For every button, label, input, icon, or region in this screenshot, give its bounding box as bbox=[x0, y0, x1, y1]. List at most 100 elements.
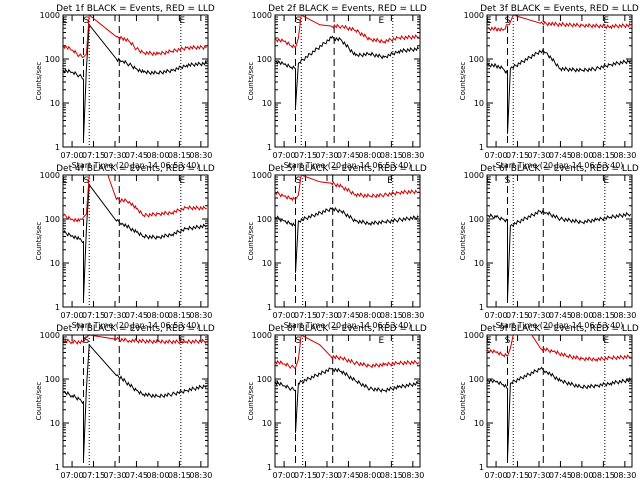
plot-frame bbox=[274, 334, 421, 468]
x-tick-label: 07:30 bbox=[527, 311, 550, 320]
marker-end: E bbox=[486, 176, 492, 186]
x-tick-label: 08:00 bbox=[570, 311, 593, 320]
x-tick-label: 07:30 bbox=[527, 151, 550, 160]
x-tick-label: 08:15 bbox=[592, 471, 615, 480]
x-tick-label: 07:15 bbox=[294, 151, 317, 160]
x-tick-label: 07:15 bbox=[506, 311, 529, 320]
plot-frame bbox=[62, 174, 209, 308]
y-tick-label: 1 bbox=[267, 143, 272, 152]
x-tick-label: 07:45 bbox=[125, 471, 148, 480]
x-tick-label: 07:30 bbox=[315, 151, 338, 160]
marker-start: S bbox=[505, 16, 511, 26]
x-tick-label: 08:00 bbox=[358, 151, 381, 160]
x-tick-label: 08:30 bbox=[189, 471, 212, 480]
x-tick-label: 07:00 bbox=[485, 311, 508, 320]
series-group bbox=[487, 335, 632, 460]
y-tick-label: 1000 bbox=[464, 11, 484, 20]
x-tick-label: 08:15 bbox=[168, 471, 191, 480]
series-line-lld-red bbox=[275, 335, 420, 369]
x-tick-label: 07:45 bbox=[125, 151, 148, 160]
x-tick-label: 07:45 bbox=[549, 311, 572, 320]
y-tick-label: 1000 bbox=[40, 11, 60, 20]
panel-det-1: Det 1f BLACK = Events, RED = LLD 1 10 100 10… bbox=[35, 4, 215, 170]
y-tick-label: 10 bbox=[262, 419, 272, 428]
y-tick-label: 1000 bbox=[252, 11, 272, 20]
y-axis-label: Counts/sec bbox=[247, 62, 255, 101]
y-tick-label: 1000 bbox=[464, 171, 484, 180]
y-tick-label: 1 bbox=[479, 143, 484, 152]
series-line-events-black bbox=[63, 183, 207, 300]
marker-end: E bbox=[486, 336, 492, 346]
x-tick-label: 07:00 bbox=[273, 311, 296, 320]
x-tick-label: 08:00 bbox=[146, 311, 169, 320]
y-tick-label: 1 bbox=[267, 463, 272, 472]
y-tick-label: 10 bbox=[262, 259, 272, 268]
series-group bbox=[275, 175, 419, 273]
x-tick-label: 07:15 bbox=[82, 151, 105, 160]
series-group bbox=[487, 15, 632, 134]
marker-start: S bbox=[296, 16, 302, 26]
x-tick-label: 08:15 bbox=[592, 151, 615, 160]
x-tick-label: 07:45 bbox=[337, 151, 360, 160]
marker-start: S bbox=[84, 16, 90, 26]
x-tick-label: 07:15 bbox=[506, 471, 529, 480]
y-tick-label: 1 bbox=[55, 143, 60, 152]
x-tick-label: 07:30 bbox=[315, 311, 338, 320]
panel-title: Det 5f BLACK = Events, RED = LLD bbox=[268, 164, 427, 174]
series-line-events-black bbox=[275, 367, 419, 433]
plot-frame bbox=[62, 14, 209, 148]
y-tick-label: 100 bbox=[257, 215, 272, 224]
y-axis-label: Counts/sec bbox=[35, 382, 43, 421]
panel-title: Det 6f BLACK = Events, RED = LLD bbox=[480, 164, 639, 174]
marker-end: E bbox=[62, 176, 68, 186]
panel-det-2: Det 2f BLACK = Events, RED = LLD 1 10 100 10… bbox=[247, 4, 427, 170]
panel-det-5: Det 5f BLACK = Events, RED = LLD 1 10 100 10… bbox=[247, 164, 427, 330]
x-tick-label: 07:30 bbox=[103, 311, 126, 320]
y-axis-label: Counts/sec bbox=[35, 222, 43, 261]
x-tick-label: 08:30 bbox=[613, 311, 636, 320]
series-line-events-black bbox=[487, 209, 632, 300]
y-tick-label: 1 bbox=[479, 303, 484, 312]
series-line-lld-red bbox=[275, 15, 419, 49]
panel-title: Det 3f BLACK = Events, RED = LLD bbox=[480, 4, 639, 14]
y-tick-label: 1000 bbox=[40, 171, 60, 180]
x-tick-label: 07:30 bbox=[527, 471, 550, 480]
panel-det-8: Det 8f BLACK = Events, RED = LLD 1 10 100 10… bbox=[247, 324, 427, 480]
plot-frame bbox=[274, 174, 421, 308]
x-tick-label: 08:00 bbox=[358, 311, 381, 320]
y-tick-label: 100 bbox=[469, 375, 484, 384]
marker-end: E bbox=[387, 176, 393, 186]
series-line-lld-red bbox=[275, 175, 419, 202]
x-tick-label: 08:15 bbox=[168, 311, 191, 320]
x-tick-label: 07:30 bbox=[315, 471, 338, 480]
panel-det-6: Det 6f BLACK = Events, RED = LLD 1 10 100 10… bbox=[459, 164, 639, 330]
plot-frame bbox=[486, 334, 633, 468]
x-tick-label: 07:15 bbox=[82, 311, 105, 320]
plot-frame bbox=[274, 14, 421, 148]
series-line-events-black bbox=[275, 206, 419, 273]
x-tick-label: 08:00 bbox=[146, 471, 169, 480]
x-tick-label: 08:30 bbox=[401, 151, 424, 160]
series-line-lld-red bbox=[487, 15, 632, 33]
marker-start: S bbox=[505, 176, 511, 186]
x-tick-label: 08:30 bbox=[189, 311, 212, 320]
y-tick-label: 100 bbox=[45, 215, 60, 224]
series-group bbox=[63, 15, 208, 140]
y-tick-label: 1000 bbox=[464, 331, 484, 340]
series-line-events-black bbox=[487, 49, 632, 134]
y-axis-label: Counts/sec bbox=[247, 382, 255, 421]
x-tick-label: 08:15 bbox=[380, 471, 403, 480]
marker-end: E bbox=[179, 336, 185, 346]
y-tick-label: 100 bbox=[469, 55, 484, 64]
x-tick-label: 07:00 bbox=[61, 471, 84, 480]
marker-end: E bbox=[62, 16, 68, 26]
x-tick-label: 07:15 bbox=[506, 151, 529, 160]
x-tick-label: 07:15 bbox=[82, 471, 105, 480]
series-group bbox=[275, 15, 420, 108]
x-axis-label: Start Time (20-Jan-14 06:53:40) bbox=[72, 321, 200, 330]
plot-frame bbox=[486, 14, 633, 148]
x-axis-label: Start Time (20-Jan-14 06:53:40) bbox=[72, 161, 200, 170]
x-tick-label: 08:30 bbox=[401, 311, 424, 320]
x-tick-label: 08:30 bbox=[613, 471, 636, 480]
y-tick-label: 10 bbox=[474, 99, 484, 108]
